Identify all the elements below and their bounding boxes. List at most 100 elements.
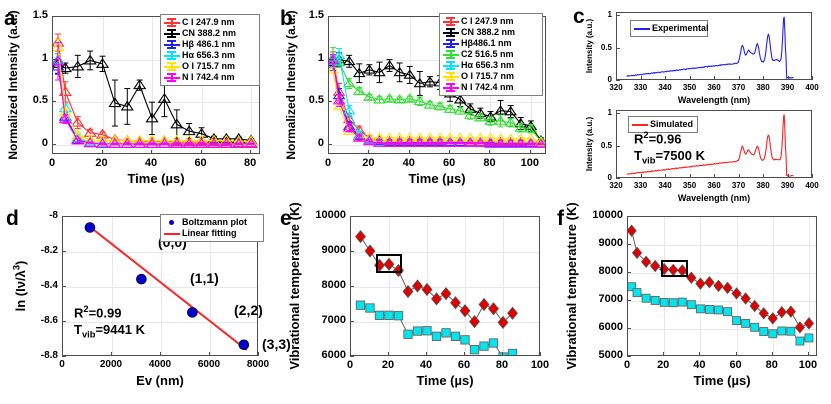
panel-a-xlabel: Time (µs) [52, 171, 260, 186]
panel-f-xtick: 100 [778, 359, 831, 371]
panel-e: e 0 20 40 60 80 100 6000 7000 8000 9000 10000 Time (… [278, 200, 555, 404]
panel-f-plot-area [627, 216, 817, 356]
panel-c: c 320 330 340 350 360 370 380 390 400 0 0.5 1 Wavelen… [570, 0, 831, 200]
legend-item: Experimental [634, 23, 704, 34]
legend-label: Hβ 486.1 nm [182, 40, 235, 49]
legend-item: O I 715.7 nm [164, 61, 256, 72]
panel-a-legend: C I 247.9 nm CN 388.2 nm Hβ 486.1 nm Hα 656… [160, 14, 260, 86]
panel-c-bottom-ylabel: Intensity (a.u.) [585, 117, 594, 171]
legend-swatch-1 [443, 28, 459, 37]
panel-f-highlight-box [661, 260, 688, 277]
panel-e-ytick: 7000 [304, 314, 346, 326]
panel-c-top-ytick: 0 [594, 75, 612, 84]
panel-a-ylabel: Normalized Intensity (a.u.) [6, 10, 20, 159]
panel-d-t-vib: Tvib=9441 K [74, 322, 145, 340]
legend-swatch-5 [164, 73, 180, 82]
panel-f-ytick: 6000 [581, 321, 623, 333]
legend-item: Boltzmann plot [164, 217, 260, 228]
panel-c-top-ylabel: Intensity (a.u.) [585, 19, 594, 73]
panel-b-ytick: 1.5 [296, 9, 324, 21]
panel-c-bottom-ytick: 1 [594, 108, 612, 117]
panel-c-t-vib: Tvib=7500 K [634, 148, 705, 166]
panel-c-top-ytick: 1 [594, 10, 612, 19]
legend-item: Hβ 486.1 nm [164, 39, 256, 50]
panel-d-ytick: -8.6 [28, 315, 58, 326]
panel-a-ytick: 0 [20, 137, 48, 149]
legend-item: Hβ486.1 nm [443, 38, 539, 49]
legend-item: Hα 656.3 nm [164, 50, 256, 61]
panel-d-point-label: (1,1) [190, 270, 219, 286]
legend-label: O I 715.7 nm [461, 72, 514, 81]
panel-d-ytick: -8.2 [28, 245, 58, 256]
panel-f-ytick: 5000 [581, 349, 623, 361]
panel-d-point-label: (2,2) [234, 302, 263, 318]
legend-label: CN 388.2 nm [182, 29, 236, 38]
legend-swatch-0 [632, 120, 648, 129]
panel-c-bottom-ytick: 0.5 [594, 141, 612, 150]
legend-swatch-0 [164, 218, 180, 227]
panel-f-ytick: 10000 [581, 209, 623, 221]
panel-e-plot-area [350, 216, 540, 356]
panel-e-highlight-box [376, 254, 403, 273]
panel-d-ytick: -8.4 [28, 280, 58, 291]
legend-label: C2 516.5 nm [461, 50, 514, 59]
panel-letter-c: c [573, 6, 585, 27]
panel-e-ytick: 6000 [304, 349, 346, 361]
legend-swatch-2 [443, 39, 459, 48]
legend-item: CN 388.2 nm [443, 27, 539, 38]
figure-container: a 0 20 40 60 80 0 0.5 1 1.5 Time (µs) Normalized In… [0, 0, 831, 404]
panel-d-xlabel: Ev (nm) [62, 373, 258, 388]
legend-swatch-3 [164, 51, 180, 60]
legend-label: Hα 656.3 nm [461, 61, 514, 70]
legend-label: C I 247.9 nm [461, 17, 514, 26]
panel-b: b 0 20 40 60 80 100 0 0.5 1 1.5 Time (µs) Normalized… [278, 0, 570, 200]
panel-b-ytick: 0.5 [296, 94, 324, 106]
panel-letter-d: d [6, 208, 19, 229]
panel-c-top-ytick: 0.5 [594, 43, 612, 52]
panel-d-ytick: -8.8 [28, 350, 58, 361]
panel-b-ytick: 1 [296, 52, 324, 64]
panel-b-ylabel: Normalized Intensity (a.u.) [284, 10, 298, 159]
panel-f-ylabel: Vibrational temperature (K) [564, 202, 579, 369]
panel-e-ytick: 8000 [304, 279, 346, 291]
legend-label: N I 742.4 nm [182, 73, 235, 82]
panel-f-ytick: 7000 [581, 293, 623, 305]
legend-swatch-1 [164, 229, 180, 238]
panel-e-xlabel: Time (µs) [350, 373, 540, 388]
legend-swatch-6 [443, 83, 459, 92]
legend-label: CN 388.2 nm [461, 28, 515, 37]
legend-label: N I 742.4 nm [461, 83, 514, 92]
legend-item: O I 715.7 nm [443, 71, 539, 82]
panel-b-xlabel: Time (µs) [328, 171, 546, 186]
legend-label: Experimental [652, 24, 709, 33]
legend-swatch-4 [443, 61, 459, 70]
legend-item: CN 388.2 nm [164, 28, 256, 39]
panel-a-ytick: 0.5 [20, 94, 48, 106]
panel-d-legend: Boltzmann plot Linear fitting [160, 214, 264, 242]
panel-letter-f: f [557, 208, 564, 229]
panel-e-ytick: 10000 [304, 209, 346, 221]
panel-d-ylabel: ln (Iν/λ3) [12, 261, 28, 312]
panel-b-legend: C I 247.9 nm CN 388.2 nm Hβ486.1 nm C2 516.… [439, 13, 543, 96]
panel-e-ylabel: Vibrational temperature (K) [287, 202, 302, 369]
legend-label: Hβ486.1 nm [461, 39, 512, 48]
panel-f-ytick: 9000 [581, 237, 623, 249]
legend-label: Simulated [650, 120, 693, 129]
legend-item: Hα 656.3 nm [443, 60, 539, 71]
panel-c-bottom-xtick: 400 [782, 181, 831, 190]
legend-item: C I 247.9 nm [443, 16, 539, 27]
legend-swatch-4 [164, 62, 180, 71]
legend-swatch-0 [634, 24, 650, 33]
panel-c-top-legend: Experimental [630, 20, 708, 37]
panel-c-top-xtick: 400 [782, 83, 831, 92]
legend-swatch-0 [443, 17, 459, 26]
legend-item: N I 742.4 nm [164, 72, 256, 83]
panel-f-ytick: 8000 [581, 265, 623, 277]
panel-d: d 0 2000 4000 6000 8000 -8.8 -8.6 -8.4 -8.2 -8 Ev (… [0, 200, 278, 404]
legend-label: O I 715.7 nm [182, 62, 235, 71]
legend-item: C I 247.9 nm [164, 17, 256, 28]
panel-c-top-xlabel: Wavelength (nm) [616, 95, 812, 105]
panel-a-ytick: 1 [20, 52, 48, 64]
legend-item: N I 742.4 nm [443, 82, 539, 93]
panel-a-ytick: 1.5 [20, 9, 48, 21]
